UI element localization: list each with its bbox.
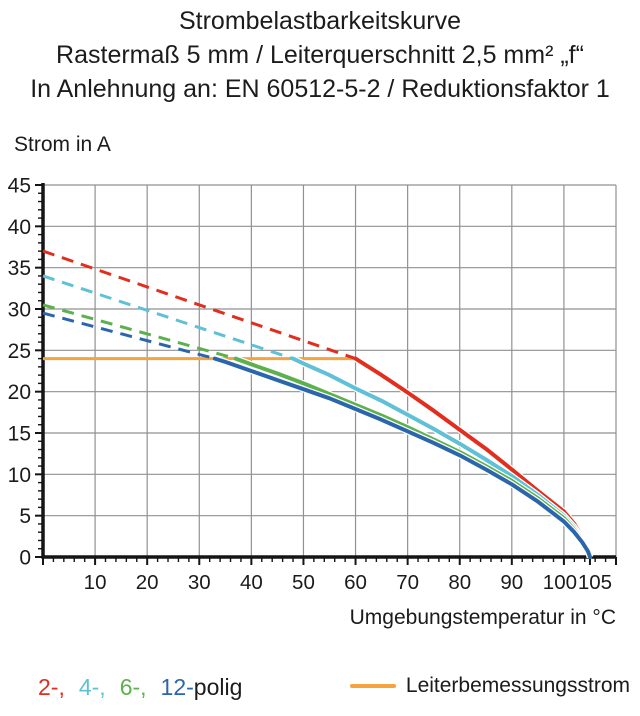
svg-text:40: 40 bbox=[240, 571, 263, 594]
y-axis-title: Strom in A bbox=[14, 133, 111, 156]
legend-poles: 2-, 4-, 6-, 12- polig bbox=[38, 674, 242, 701]
svg-text:25: 25 bbox=[8, 340, 31, 363]
svg-text:80: 80 bbox=[448, 571, 471, 594]
svg-text:60: 60 bbox=[344, 571, 367, 594]
legend-pole: 6-, bbox=[119, 674, 147, 700]
svg-text:20: 20 bbox=[136, 571, 159, 594]
reference-line-swatch bbox=[349, 684, 396, 688]
svg-text:90: 90 bbox=[500, 571, 523, 594]
svg-text:30: 30 bbox=[8, 299, 31, 322]
title-line-1: Strombelastbarkeitskurve bbox=[178, 7, 462, 35]
title-line-3: In Anlehnung an: EN 60512-5-2 / Reduktio… bbox=[30, 75, 610, 103]
legend: 2-, 4-, 6-, 12- polig Leiterbemessungsst… bbox=[0, 670, 640, 710]
svg-text:100: 100 bbox=[543, 571, 577, 594]
svg-text:5: 5 bbox=[19, 505, 31, 528]
svg-text:15: 15 bbox=[8, 423, 31, 446]
x-axis-title: Umgebungstemperatur in °C bbox=[349, 606, 616, 629]
svg-text:0: 0 bbox=[19, 547, 31, 570]
svg-text:30: 30 bbox=[188, 571, 211, 594]
legend-pole: 12- bbox=[160, 674, 194, 700]
chart-svg: 0 5 10 15 20 25 30 35 40 45 10 20 30 40 50 60 70 80 90 100 1… bbox=[8, 175, 617, 594]
legend-reference-label: Leiterbemessungsstrom bbox=[405, 674, 630, 697]
svg-text:45: 45 bbox=[8, 175, 31, 198]
svg-text:40: 40 bbox=[8, 216, 31, 239]
svg-text:35: 35 bbox=[8, 257, 31, 280]
svg-text:50: 50 bbox=[292, 571, 315, 594]
title-line-2: Rastermaß 5 mm / Leiterquerschnitt 2,5 m… bbox=[56, 41, 584, 69]
title-block: Strombelastbarkeitskurve Rastermaß 5 mm … bbox=[0, 4, 640, 106]
legend-poles-suffix: polig bbox=[193, 674, 243, 700]
chart-area: 0 5 10 15 20 25 30 35 40 45 10 20 30 40 50 60 70 80 90 100 1… bbox=[0, 140, 640, 620]
svg-text:105: 105 bbox=[578, 571, 612, 594]
svg-text:20: 20 bbox=[8, 381, 31, 404]
svg-text:10: 10 bbox=[8, 464, 31, 487]
svg-text:10: 10 bbox=[84, 571, 107, 594]
legend-pole: 2-, bbox=[38, 674, 65, 700]
legend-pole: 4-, bbox=[78, 674, 106, 700]
svg-text:70: 70 bbox=[396, 571, 419, 594]
legend-reference: Leiterbemessungsstrom bbox=[349, 674, 630, 698]
